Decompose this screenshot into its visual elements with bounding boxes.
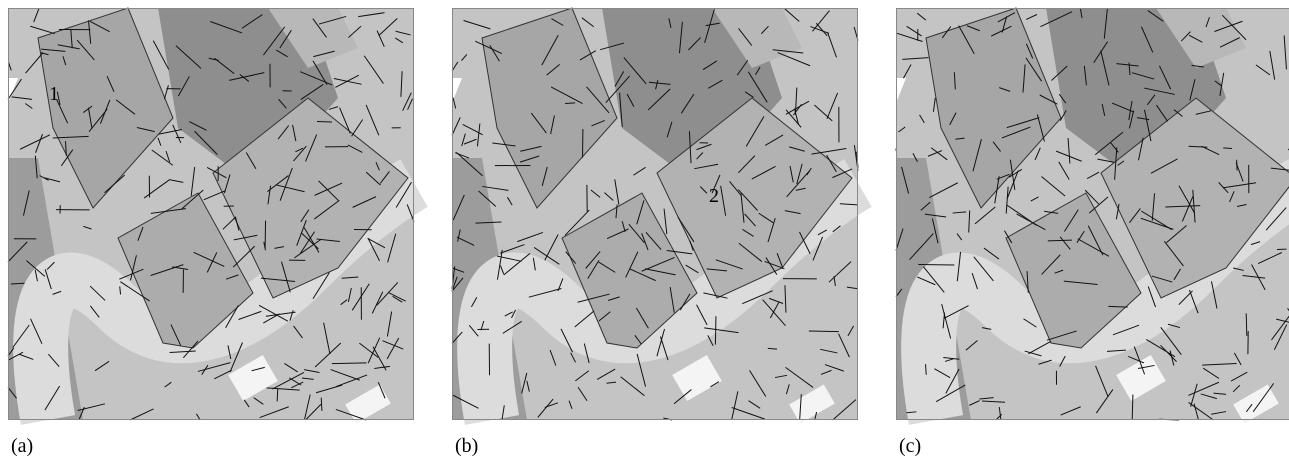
line-segment [565,103,575,104]
annotation: 2 [709,185,719,207]
page: 1(a)2(b)(c) (() => { const data = JSON.p… [0,0,1289,463]
figure: 1 (a) 2 (b) (c) [0,0,1289,463]
line-segment [1246,313,1247,336]
line-segment [926,364,927,375]
image-panel [896,8,1289,424]
caption: (a) [11,435,33,457]
image-panel: 1 [8,8,414,424]
annotation: 1 [49,83,59,105]
image-panel: 2 [452,8,858,424]
line-segment [768,348,777,349]
line-segment [1223,148,1232,149]
line-segment [277,389,278,402]
line-segment [715,316,716,344]
line-segment [809,331,839,332]
line-segment [1132,394,1133,420]
caption: (c) [899,435,921,457]
caption: (b) [455,435,478,457]
